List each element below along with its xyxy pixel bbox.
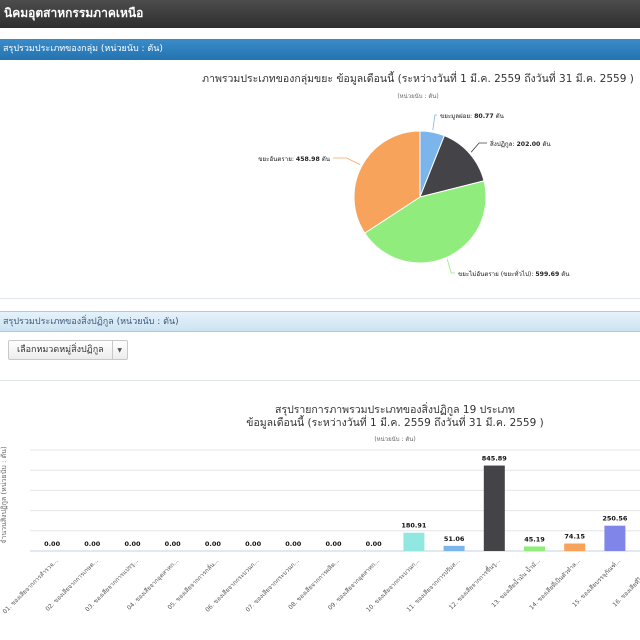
panel-waste-type-title: สรุปรวมประเภทของสิ่งปฏิกูล (หน่วยนับ : ต… [3,317,179,327]
bar-chart-subtitle: (หน่วยนับ : ตัน) [374,436,415,443]
bar-chart-y-axis-label: จำนวนสิ่งปฏิกูล (หน่วยนับ : ตัน) [0,446,8,544]
chevron-down-icon[interactable]: ▼ [111,341,127,359]
bar-value-label: 0.00 [124,540,141,548]
pie-slice[interactable] [364,180,487,264]
bar-value-label: 45.19 [524,535,545,543]
app-header: นิคมอุตสาหกรรมภาคเหนือ [0,0,640,28]
bar-value-label: 180.91 [401,522,427,530]
pie-label-connector [333,157,361,166]
bar-chart: สรุปรายการภาพรวมประเภทของสิ่งปฏิกูล 19 ป… [0,402,640,615]
bar[interactable] [564,543,586,551]
pie-chart-title: ภาพรวมประเภทของกลุ่มขยะ ข้อมูลเดือนนี้ (… [202,71,634,85]
bar-value-label: 0.00 [84,540,101,548]
waste-category-dropdown[interactable]: เลือกหมวดหมู่สิ่งปฏิกูล ▼ [8,340,128,360]
pie-slice-label: ขยะไม่อันตราย (ขยะทั่วไป): 599.69 ตัน [458,270,570,278]
panel-waste-group-header: สรุปรวมประเภทของกลุ่ม (หน่วยนับ : ตัน) [0,39,640,60]
bar-value-label: 0.00 [285,540,302,548]
bar-value-label: 0.00 [325,540,342,548]
bar-value-label: 0.00 [205,540,222,548]
pie-label-connector [446,259,455,274]
pie-slice-label: สิ่งปฏิกูล: 202.00 ตัน [490,140,552,148]
bar[interactable] [443,545,465,551]
waste-category-dropdown-label: เลือกหมวดหมู่สิ่งปฏิกูล [17,345,104,355]
bar-value-label: 0.00 [366,540,383,548]
bar-value-label: 0.00 [44,540,61,548]
toolbar-divider [0,380,640,381]
pie-slice[interactable] [419,135,485,198]
panel-waste-type-header: สรุปรวมประเภทของสิ่งปฏิกูล (หน่วยนับ : ต… [0,311,640,332]
bar-value-label: 845.89 [482,455,508,463]
bar-chart-title-line1: สรุปรายการภาพรวมประเภทของสิ่งปฏิกูล 19 ป… [275,402,515,416]
pie-slice-label: ขยะมูลฝอย: 80.77 ตัน [440,113,505,120]
pie-label-connector [432,114,437,131]
pie-chart-subtitle: (หน่วยนับ : ตัน) [397,93,438,100]
bar[interactable] [483,465,505,551]
pie-chart: ภาพรวมประเภทของกลุ่มขยะ ข้อมูลเดือนนี้ (… [202,71,634,278]
bar[interactable] [604,525,626,551]
app-title: นิคมอุตสาหกรรมภาคเหนือ [4,6,144,20]
bar-value-label: 0.00 [245,540,262,548]
panel-waste-group-title: สรุปรวมประเภทของกลุ่ม (หน่วยนับ : ตัน) [3,44,163,54]
pie-slice-label: ขยะอันตราย: 458.98 ตัน [258,156,331,163]
bar-value-label: 0.00 [165,540,182,548]
bar-value-label: 74.15 [564,533,585,541]
bar-value-label: 51.06 [444,535,465,543]
bar-chart-title-line2: ข้อมูลเดือนนี้ (ระหว่างวันที่ 1 มี.ค. 25… [246,415,543,429]
panel-divider [0,298,640,299]
bar-value-label: 250.56 [602,515,628,523]
pie-label-connector [470,142,487,153]
bar[interactable] [524,546,545,551]
bar[interactable] [403,532,425,551]
pie-slice[interactable] [353,130,421,234]
